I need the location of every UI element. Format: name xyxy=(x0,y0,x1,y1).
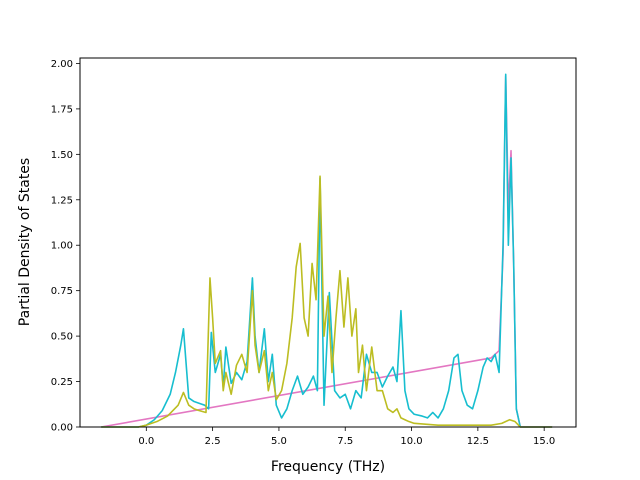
y-tick-label: 0.00 xyxy=(51,423,73,434)
x-tick-label: 12.5 xyxy=(467,436,489,447)
series-line-3 xyxy=(101,175,553,428)
x-tick-label: 0.0 xyxy=(138,436,154,447)
y-tick-label: 1.00 xyxy=(51,241,73,252)
y-tick-label: 2.00 xyxy=(51,59,73,70)
x-tick-label: 5.0 xyxy=(271,436,287,447)
y-tick-label: 0.25 xyxy=(51,377,73,388)
x-tick-label: 10.0 xyxy=(400,436,422,447)
series-line-2 xyxy=(101,73,553,428)
y-tick-label: 1.50 xyxy=(51,150,73,161)
x-axis-label: Frequency (THz) xyxy=(271,459,385,475)
axes-frame xyxy=(79,57,577,428)
y-tick-label: 1.75 xyxy=(51,104,73,115)
x-tick-label: 2.5 xyxy=(205,436,221,447)
x-tick-label: 7.5 xyxy=(337,436,353,447)
series-layer xyxy=(101,73,553,428)
y-tick-label: 0.75 xyxy=(51,286,73,297)
y-ticks: 0.00 0.25 0.50 0.75 1.00 1.25 1.50 1.75 2.00 xyxy=(51,59,80,434)
y-tick-label: 1.25 xyxy=(51,195,73,206)
plot-area xyxy=(80,58,576,427)
x-tick-label: 15.0 xyxy=(533,436,555,447)
x-ticks: 0.0 2.5 5.0 7.5 10.0 12.5 15.0 xyxy=(138,427,555,447)
y-tick-label: 0.50 xyxy=(51,332,73,343)
y-axis-label: Partial Density of States xyxy=(17,158,33,326)
